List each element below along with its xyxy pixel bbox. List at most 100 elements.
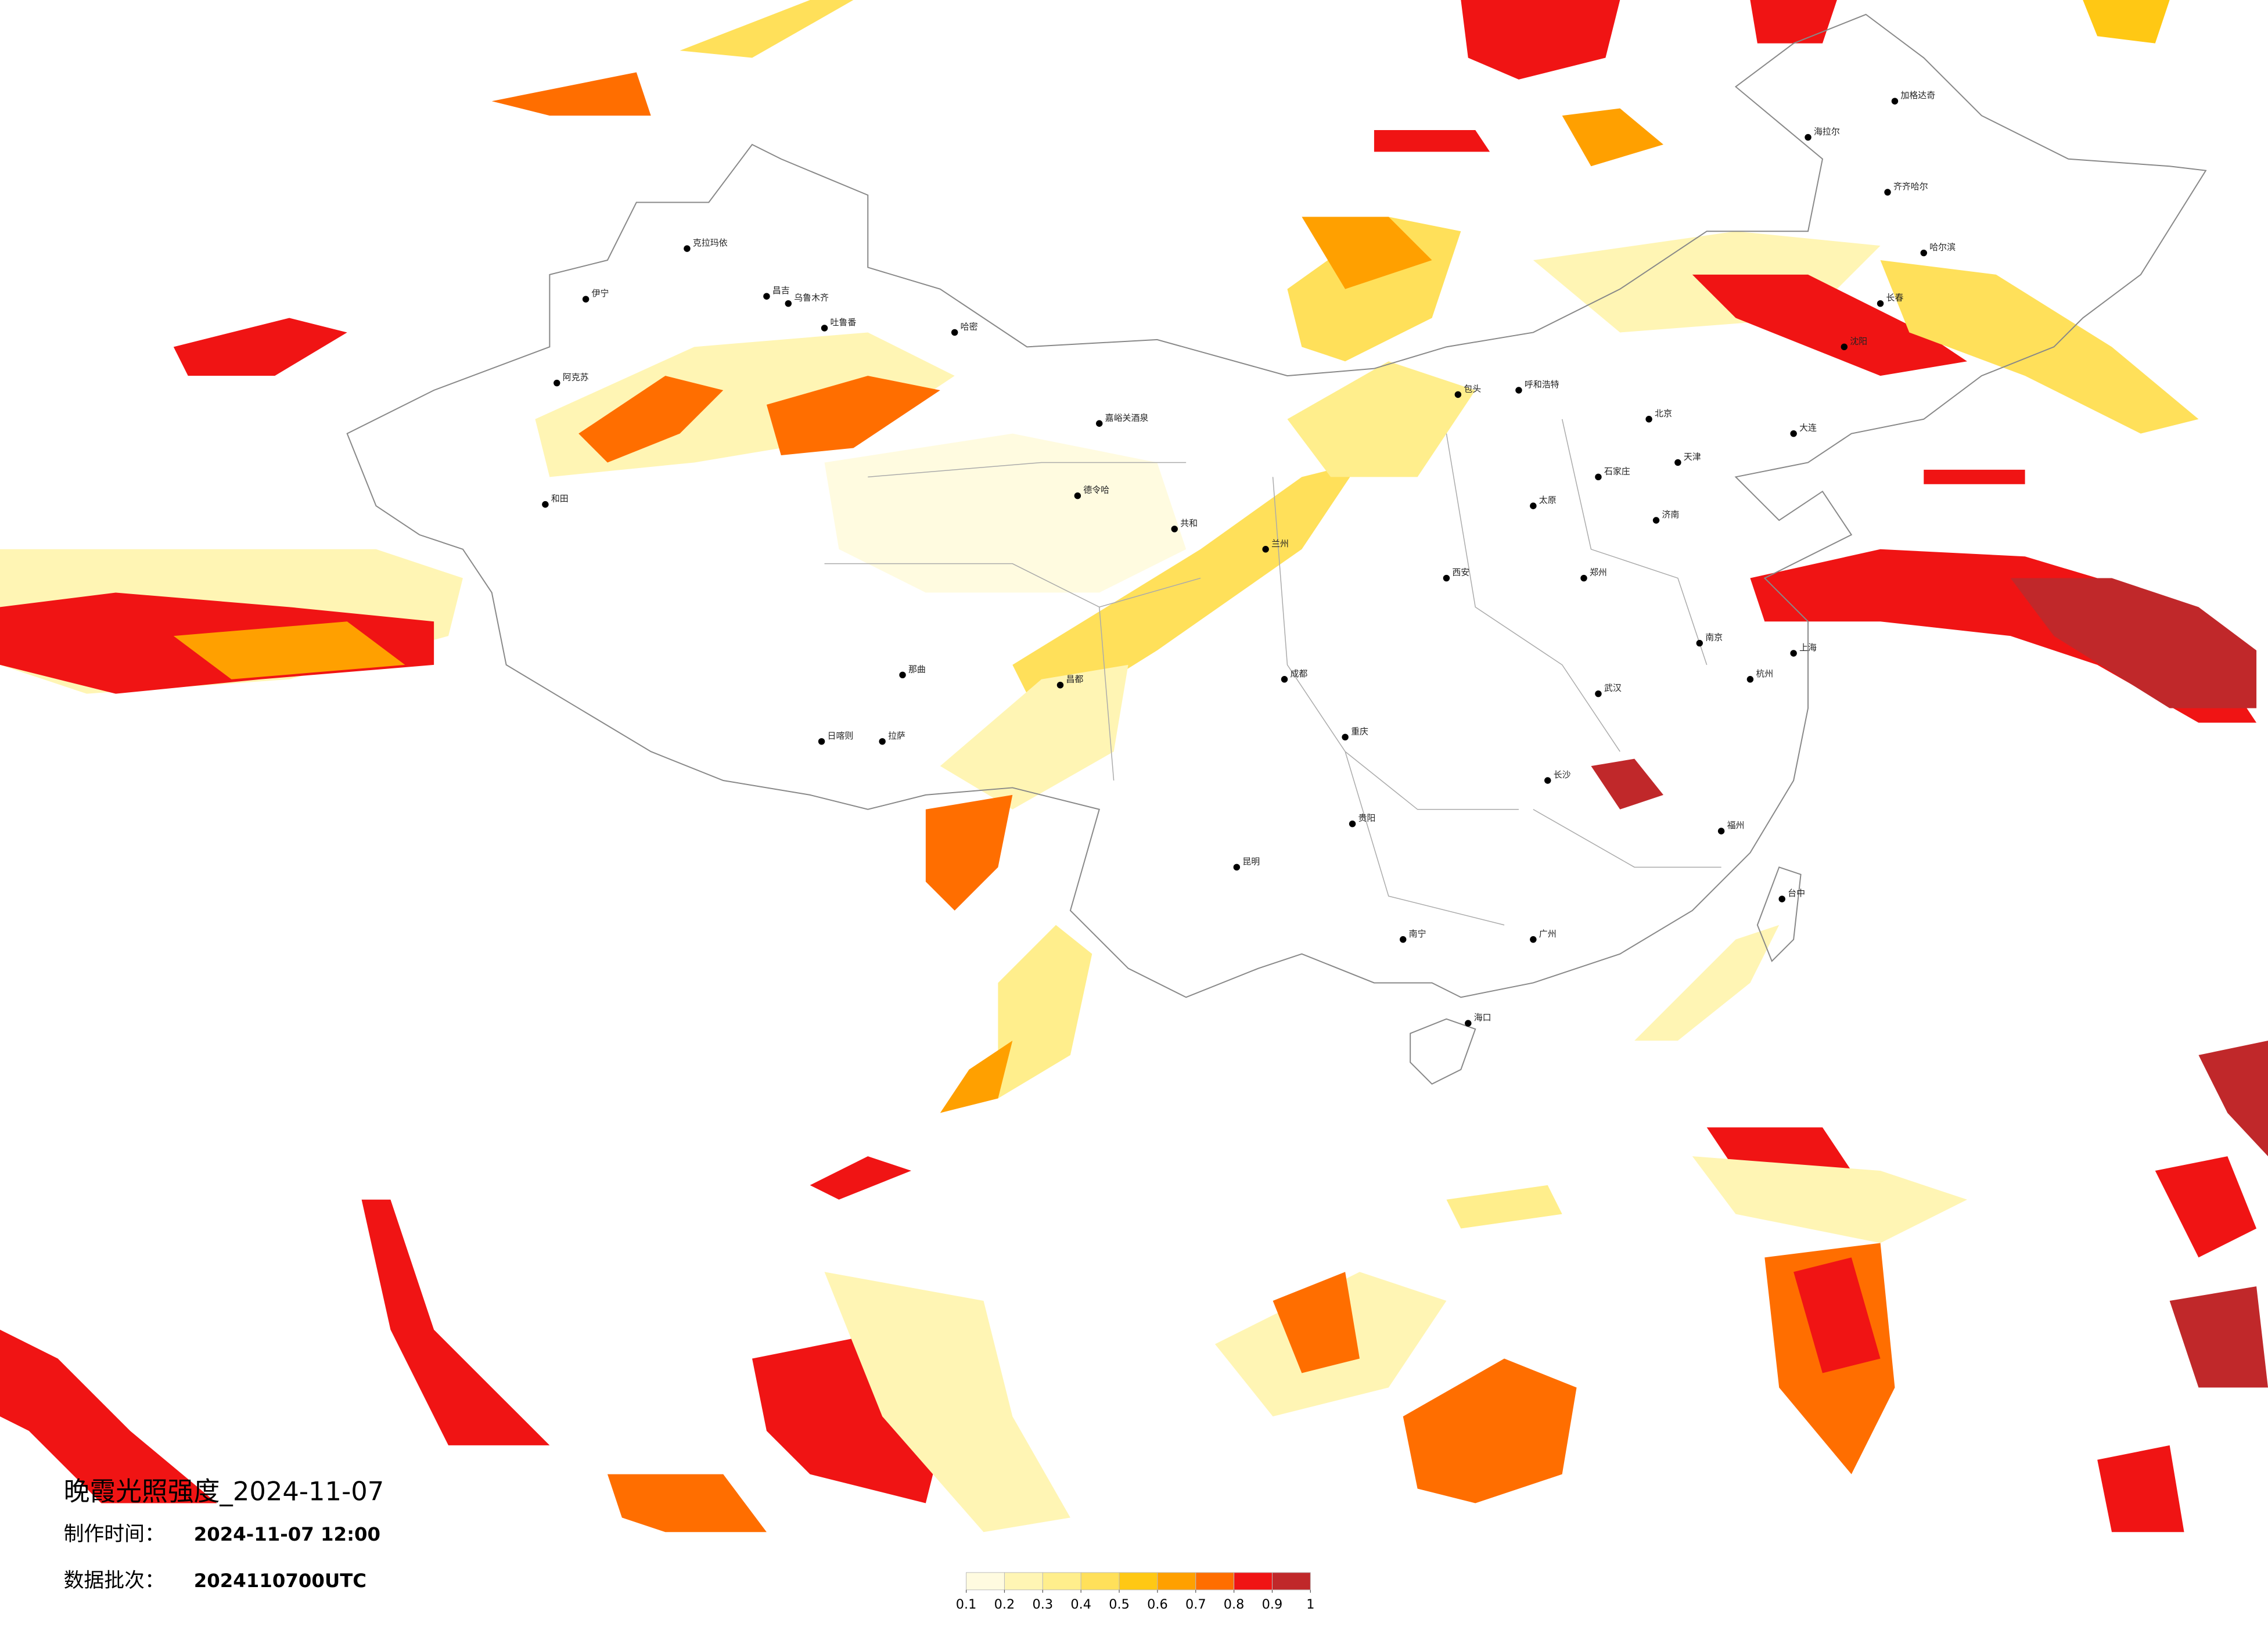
city-label: 沈阳 [1850, 336, 1867, 346]
city-label: 德令哈 [1083, 485, 1109, 495]
province-lines [824, 419, 1721, 926]
city-dot [1465, 1020, 1472, 1027]
intensity-patch [1634, 924, 1780, 1041]
intensity-patch [1692, 274, 1967, 376]
city-dot [542, 501, 549, 508]
city-dot [1595, 473, 1602, 481]
intensity-patch [1692, 1156, 1967, 1243]
intensity-patch [173, 621, 405, 679]
intensity-patch [940, 664, 1128, 810]
city-label: 吐鲁番 [831, 317, 857, 328]
city-label: 克拉玛依 [693, 238, 728, 248]
city-dot [1746, 676, 1754, 683]
intensity-patch [1880, 260, 2199, 434]
city-dot [1645, 416, 1652, 423]
city-dot [1399, 936, 1407, 943]
city-dot [1891, 98, 1899, 105]
city-dot [1920, 249, 1928, 257]
city-label: 上海 [1799, 642, 1817, 653]
intensity-patch [491, 72, 651, 116]
city-label: 伊宁 [592, 288, 609, 298]
intensity-patch [1591, 758, 1663, 810]
city-label: 广州 [1539, 929, 1557, 939]
city-dot [1652, 517, 1660, 524]
legend-swatch [1271, 1572, 1311, 1591]
city-dot [785, 300, 792, 307]
city-label: 和田 [551, 494, 569, 504]
city-label: 日喀则 [828, 731, 854, 741]
city-dot [763, 293, 770, 300]
city-dot [1790, 430, 1797, 437]
city-dot [1841, 343, 1848, 351]
city-label: 哈尔滨 [1929, 242, 1956, 253]
intensity-patch [2097, 1445, 2184, 1533]
intensity-patch [1562, 108, 1663, 167]
city-label: 长沙 [1554, 769, 1571, 780]
intensity-patch [1461, 0, 1620, 80]
legend-swatch [1042, 1572, 1081, 1591]
legend-swatch [1157, 1572, 1196, 1591]
city-dot [879, 738, 886, 745]
legend-swatch [966, 1572, 1005, 1591]
city-label: 拉萨 [888, 731, 905, 741]
intensity-patch [2198, 1041, 2268, 1157]
city-dot [1515, 387, 1522, 394]
legend-tick-label: 0.1 [956, 1597, 977, 1612]
legend-tick-label: 0.9 [1262, 1597, 1283, 1612]
city-label: 长春 [1886, 293, 1904, 303]
city-dot [1717, 828, 1725, 834]
city-label: 昆明 [1242, 856, 1260, 866]
city-label: 北京 [1655, 408, 1672, 419]
city-dot [1454, 391, 1462, 398]
legend-tick-label: 0.4 [1070, 1597, 1091, 1612]
city-dot [1342, 733, 1349, 741]
city-label: 共和 [1180, 518, 1198, 528]
intensity-patch [607, 1474, 767, 1533]
city-label: 西安 [1452, 567, 1469, 578]
intensity-patch [680, 0, 854, 58]
intensity-patch [940, 1041, 1013, 1113]
legend-tick-label: 0.2 [994, 1597, 1015, 1612]
intensity-patch [1793, 1257, 1881, 1373]
city-dot [951, 329, 958, 336]
city-label: 包头 [1464, 383, 1481, 394]
intensity-patch [998, 924, 1092, 1099]
legend: 0.1 0.2 0.3 0.4 0.5 0.6 0.7 0.8 0.9 1 [956, 1572, 1314, 1612]
intensity-patch [1012, 462, 1360, 723]
city-label: 齐齐哈尔 [1893, 181, 1928, 192]
city-dot [1884, 189, 1891, 196]
city-dot [1530, 936, 1537, 943]
hainan [1410, 1018, 1476, 1085]
intensity-patch [2083, 0, 2170, 44]
city-dot [1349, 820, 1356, 828]
legend-tick-label: 0.7 [1185, 1597, 1206, 1612]
legend-swatch [1234, 1572, 1273, 1591]
intensity-patch [766, 376, 940, 455]
legend-swatch [1004, 1572, 1043, 1591]
city-dot [1262, 546, 1269, 553]
intensity-patch [1302, 217, 1432, 289]
intensity-patch [1273, 1272, 1360, 1373]
city-dot [1171, 526, 1178, 533]
city-dot [1778, 895, 1785, 902]
city-label: 重庆 [1351, 726, 1368, 736]
city-dot [1674, 459, 1681, 466]
intensity-patch [1446, 1185, 1562, 1229]
city-label: 昌吉 [772, 285, 790, 296]
intensity-patch [0, 1329, 217, 1503]
legend-swatch [1195, 1572, 1235, 1591]
city-label: 郑州 [1590, 567, 1607, 578]
city-dot [821, 325, 828, 332]
intensity-patch [1403, 1358, 1577, 1503]
made-label: 制作时间： [64, 1523, 165, 1546]
city-dot [1281, 676, 1288, 683]
city-label: 南京 [1705, 632, 1723, 643]
city-label: 乌鲁木齐 [794, 293, 829, 303]
city-label: 成都 [1290, 668, 1307, 679]
city-label: 台中 [1788, 888, 1805, 898]
legend-tick-label: 0.8 [1224, 1597, 1245, 1612]
intensity-patch [824, 433, 1187, 593]
